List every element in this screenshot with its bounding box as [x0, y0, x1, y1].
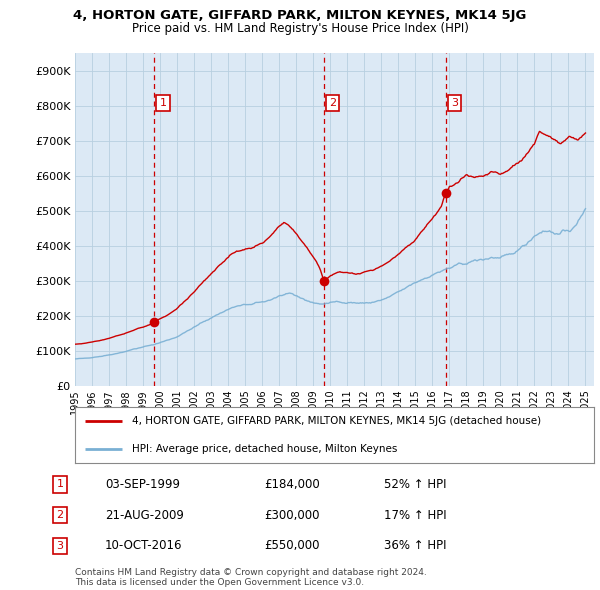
Text: HPI: Average price, detached house, Milton Keynes: HPI: Average price, detached house, Milt…	[132, 444, 397, 454]
Text: 4, HORTON GATE, GIFFARD PARK, MILTON KEYNES, MK14 5JG (detached house): 4, HORTON GATE, GIFFARD PARK, MILTON KEY…	[132, 416, 541, 426]
Text: 03-SEP-1999: 03-SEP-1999	[105, 478, 180, 491]
Text: £300,000: £300,000	[264, 509, 320, 522]
Text: 10-OCT-2016: 10-OCT-2016	[105, 539, 182, 552]
Text: 1: 1	[56, 480, 64, 489]
Text: 17% ↑ HPI: 17% ↑ HPI	[384, 509, 446, 522]
Text: 4, HORTON GATE, GIFFARD PARK, MILTON KEYNES, MK14 5JG: 4, HORTON GATE, GIFFARD PARK, MILTON KEY…	[73, 9, 527, 22]
Text: 1: 1	[160, 98, 167, 108]
Text: £550,000: £550,000	[264, 539, 320, 552]
Text: 3: 3	[451, 98, 458, 108]
Text: 2: 2	[56, 510, 64, 520]
Text: 2: 2	[329, 98, 337, 108]
Text: 21-AUG-2009: 21-AUG-2009	[105, 509, 184, 522]
Text: 3: 3	[56, 541, 64, 550]
Text: Price paid vs. HM Land Registry's House Price Index (HPI): Price paid vs. HM Land Registry's House …	[131, 22, 469, 35]
Text: Contains HM Land Registry data © Crown copyright and database right 2024.
This d: Contains HM Land Registry data © Crown c…	[75, 568, 427, 587]
Text: 36% ↑ HPI: 36% ↑ HPI	[384, 539, 446, 552]
Text: £184,000: £184,000	[264, 478, 320, 491]
Text: 52% ↑ HPI: 52% ↑ HPI	[384, 478, 446, 491]
